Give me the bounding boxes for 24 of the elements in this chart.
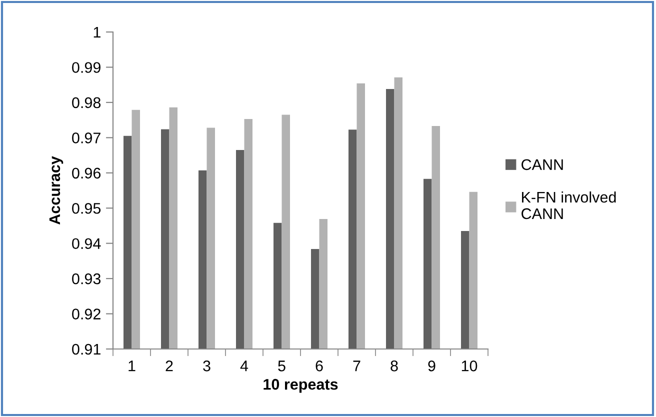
y-tick-label: 0.96 [72,168,101,179]
x-tick-label: 8 [390,360,398,372]
legend-label: K-FN involved CANN [522,191,616,220]
y-tick-label: 0.95 [72,202,101,214]
x-tick-label: 4 [240,360,248,372]
x-axis-title: 10 repeats [264,378,338,393]
x-tick-label: 7 [353,360,360,372]
x-tick-label: 1 [128,360,136,372]
x-tick-label: 5 [278,360,286,372]
x-tick-label: 2 [166,360,173,372]
y-tick-label: 0.99 [72,62,100,73]
x-tick-label: 6 [316,360,323,372]
x-tick-label: 9 [428,360,436,372]
y-tick-label: 0.92 [72,308,100,320]
y-tick-label: 0.91 [72,344,100,355]
y-tick-label: 0.97 [72,132,100,144]
y-tick-label: 0.94 [72,238,101,250]
y-tick-label: 1 [94,27,100,38]
y-tick-label: 0.98 [72,97,101,108]
x-tick-label: 10 [462,360,478,372]
y-tick-label: 0.93 [72,273,101,284]
x-tick-label: 3 [203,360,210,372]
y-axis-title: Accuracy [49,156,64,225]
legend-label: CANN [522,159,563,170]
